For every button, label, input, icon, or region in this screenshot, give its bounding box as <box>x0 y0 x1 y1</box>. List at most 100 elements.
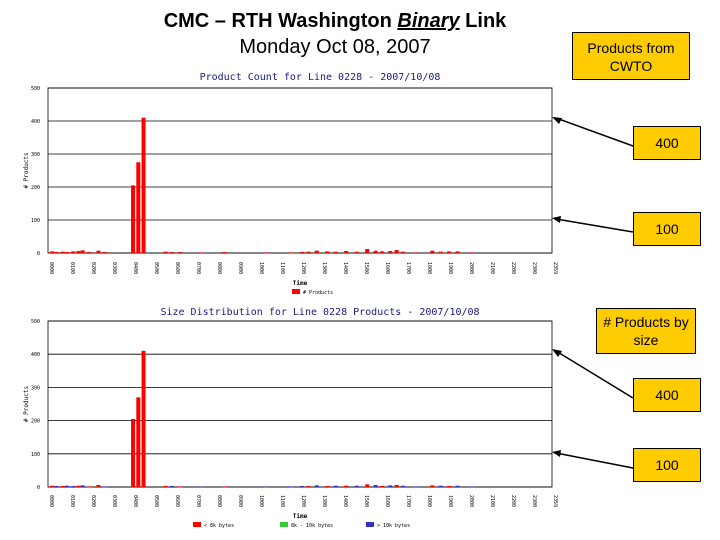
callout-400-top: 400 <box>633 126 701 160</box>
bar <box>102 252 107 254</box>
bar <box>76 485 81 487</box>
x-tick-label: 0100 <box>69 262 75 274</box>
bar <box>178 252 183 254</box>
x-tick-label: 0400 <box>132 495 138 507</box>
x-tick-label: 2000 <box>468 495 474 507</box>
x-tick-label: 1900 <box>447 262 453 274</box>
bar <box>222 486 227 488</box>
x-tick-label: 0400 <box>132 262 138 274</box>
legend-swatch <box>193 522 201 527</box>
x-tick-label: 0600 <box>174 262 180 274</box>
x-tick-label: 0300 <box>111 262 117 274</box>
bar <box>306 486 311 488</box>
bar <box>264 252 269 254</box>
y-tick-label: 300 <box>31 152 40 158</box>
x-tick-label: 1800 <box>426 495 432 507</box>
bar <box>354 251 359 253</box>
arrowhead-400-top <box>552 117 562 124</box>
bar <box>80 250 85 253</box>
x-tick-label: 2359 <box>552 262 558 274</box>
bar <box>54 486 59 488</box>
bar <box>289 486 294 488</box>
x-tick-label: 2300 <box>531 495 537 507</box>
bar <box>314 250 319 253</box>
y-tick-label: 100 <box>31 218 40 224</box>
x-tick-label: 1700 <box>405 262 411 274</box>
bar <box>76 251 81 253</box>
bar <box>71 486 76 488</box>
x-tick-label: 1600 <box>384 495 390 507</box>
arrowhead-400-bottom <box>552 349 562 357</box>
y-axis-label: # Products <box>23 386 30 423</box>
bar <box>388 251 393 253</box>
x-tick-label: 2200 <box>510 262 516 274</box>
bar <box>430 250 435 253</box>
slide-title: CMC – RTH Washington Binary Link Monday … <box>100 8 570 60</box>
x-tick-label: 1000 <box>258 495 264 507</box>
x-tick-label: 1800 <box>426 262 432 274</box>
bar <box>141 350 146 487</box>
legend-swatch <box>366 522 374 527</box>
legend-label: # Products <box>303 290 333 296</box>
plot-frame <box>47 320 553 488</box>
x-tick-label: 2000 <box>468 262 474 274</box>
x-tick-label: 1700 <box>405 495 411 507</box>
x-tick-label: 0800 <box>216 262 222 274</box>
bar <box>96 250 101 253</box>
bar <box>455 251 460 253</box>
bar <box>50 251 55 253</box>
bar <box>333 251 338 253</box>
bar <box>365 249 370 253</box>
legend-swatch <box>280 522 288 527</box>
bar <box>264 486 269 488</box>
bar <box>325 486 330 488</box>
x-tick-label: 1300 <box>321 495 327 507</box>
x-tick-label: 0500 <box>153 262 159 274</box>
title-emphasis: Binary <box>397 10 460 32</box>
chart-2: Size Distribution for Line 0228 Products… <box>23 307 558 529</box>
chart-1: Product Count for Line 0228 - 2007/10/08… <box>23 72 558 296</box>
callout-400-bottom: 400 <box>633 378 701 412</box>
legend-label: 8k - 10k bytes <box>291 523 333 529</box>
arrows <box>552 117 634 469</box>
x-tick-label: 0300 <box>111 495 117 507</box>
y-axis-label: # Products <box>23 152 30 189</box>
x-tick-label: 0000 <box>48 495 54 507</box>
y-tick-label: 200 <box>31 419 40 425</box>
bar <box>199 252 204 254</box>
bar <box>325 251 330 253</box>
arrowhead-100-top <box>552 216 561 223</box>
y-tick-label: 100 <box>31 452 40 458</box>
x-tick-label: 0900 <box>237 495 243 507</box>
x-tick-label: 0700 <box>195 262 201 274</box>
x-tick-label: 1500 <box>363 495 369 507</box>
bar <box>470 252 475 254</box>
x-tick-label: 0600 <box>174 495 180 507</box>
x-tick-label: 0800 <box>216 495 222 507</box>
bar <box>80 485 85 487</box>
arrow-100-top <box>555 218 634 233</box>
legend-label: > 10k bytes <box>377 523 410 529</box>
bar <box>136 162 141 253</box>
bar <box>438 485 443 487</box>
bar <box>60 486 65 488</box>
y-tick-label: 300 <box>31 385 40 391</box>
bar <box>131 185 136 253</box>
bar <box>54 252 59 254</box>
callout-products-from: Products from CWTO <box>572 32 690 80</box>
bar <box>136 397 141 487</box>
arrow-100-bottom <box>555 452 634 469</box>
x-axis-label: Time <box>293 513 308 520</box>
y-tick-label: 400 <box>31 119 40 125</box>
bar <box>354 485 359 487</box>
bar <box>379 486 384 488</box>
bar <box>438 251 443 253</box>
bar <box>300 486 305 488</box>
bar <box>163 251 168 253</box>
x-tick-label: 0200 <box>90 262 96 274</box>
bar <box>413 486 418 488</box>
callout-100-bottom: 100 <box>633 448 701 482</box>
x-tick-label: 1200 <box>300 262 306 274</box>
bar <box>131 418 136 487</box>
